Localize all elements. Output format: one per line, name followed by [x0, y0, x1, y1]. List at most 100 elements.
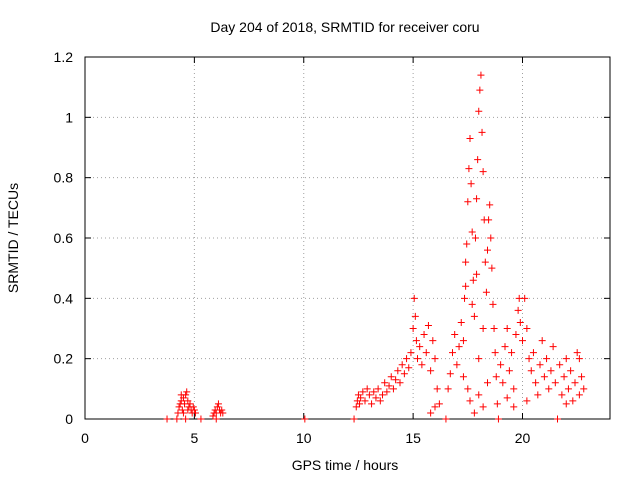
data-point [468, 228, 476, 236]
y-axis-label: SRMTID / TECUs [5, 183, 21, 293]
data-point [503, 394, 511, 402]
data-point [363, 385, 371, 393]
data-point [516, 318, 524, 326]
data-point [183, 388, 191, 396]
data-point [479, 403, 487, 411]
data-point [543, 355, 551, 363]
data-point [392, 376, 400, 384]
data-point [545, 385, 553, 393]
data-point [481, 258, 489, 266]
data-point [464, 198, 472, 206]
data-point [301, 415, 309, 423]
y-tick-label: 0.6 [54, 230, 74, 246]
data-point [473, 195, 481, 203]
x-tick-label: 20 [515, 430, 531, 446]
data-point [523, 397, 531, 405]
data-point [489, 300, 497, 308]
data-point [485, 216, 493, 224]
data-point [385, 382, 393, 390]
data-point [459, 373, 467, 381]
data-point [484, 246, 491, 254]
data-point [431, 355, 439, 363]
data-point [538, 337, 546, 345]
data-point [475, 355, 483, 363]
data-point [466, 134, 474, 142]
data-point [467, 180, 475, 188]
data-point [410, 294, 418, 302]
data-point [532, 379, 540, 387]
data-point [514, 306, 522, 314]
data-point [494, 415, 502, 423]
data-point [562, 400, 570, 408]
data-point [177, 391, 185, 399]
data-point [512, 331, 520, 339]
data-point [470, 409, 478, 417]
data-point [567, 367, 575, 375]
data-point [409, 325, 417, 332]
data-point [479, 325, 487, 332]
data-point [356, 400, 364, 408]
y-tick-label: 0.2 [54, 351, 74, 367]
data-point [556, 361, 564, 369]
data-point [529, 349, 537, 357]
data-point [411, 312, 419, 320]
data-point [503, 325, 511, 332]
data-point [580, 385, 588, 393]
data-point [479, 168, 487, 176]
data-point [400, 370, 408, 378]
data-point [508, 349, 516, 357]
data-point [361, 397, 369, 405]
data-point [462, 282, 470, 290]
data-point [407, 349, 415, 357]
data-point [464, 385, 472, 393]
data-point [493, 400, 501, 408]
data-point [422, 349, 430, 357]
data-point [490, 325, 498, 332]
data-point [469, 276, 477, 284]
data-point [486, 201, 494, 209]
data-point [459, 337, 467, 345]
data-point [554, 415, 561, 423]
data-point [427, 367, 435, 375]
data-point [569, 397, 577, 405]
data-point [370, 388, 378, 396]
data-point [218, 406, 226, 414]
data-point [560, 373, 568, 381]
data-point [578, 373, 586, 381]
data-point [451, 331, 459, 339]
data-point [534, 391, 542, 399]
data-point [466, 397, 474, 405]
data-point [352, 403, 360, 411]
data-point [209, 412, 217, 420]
data-point [519, 337, 526, 345]
data-point [482, 288, 490, 296]
data-point [465, 165, 473, 173]
data-point [383, 388, 391, 396]
data-point [453, 361, 461, 369]
data-point [551, 379, 559, 387]
data-point [412, 337, 420, 345]
data-point [212, 415, 220, 423]
data-point [184, 406, 192, 414]
data-point [420, 331, 428, 339]
data-point [398, 361, 406, 369]
data-point [575, 391, 583, 399]
data-point [427, 409, 435, 417]
data-point [435, 400, 443, 408]
data-point [564, 385, 572, 393]
data-point [219, 409, 227, 417]
data-point [350, 415, 358, 423]
data-point [416, 343, 424, 351]
data-point [475, 391, 483, 399]
data-point [357, 394, 365, 402]
data-point [190, 406, 198, 414]
data-points [163, 71, 588, 423]
data-point [462, 258, 470, 266]
data-point [475, 107, 483, 115]
data-point [521, 294, 529, 302]
data-point [558, 391, 566, 399]
data-point [175, 403, 183, 411]
tick-labels: 0 5 10 15 20 0 0.2 0.4 0.6 0.8 1 1.2 [54, 49, 531, 446]
data-point [429, 337, 437, 345]
